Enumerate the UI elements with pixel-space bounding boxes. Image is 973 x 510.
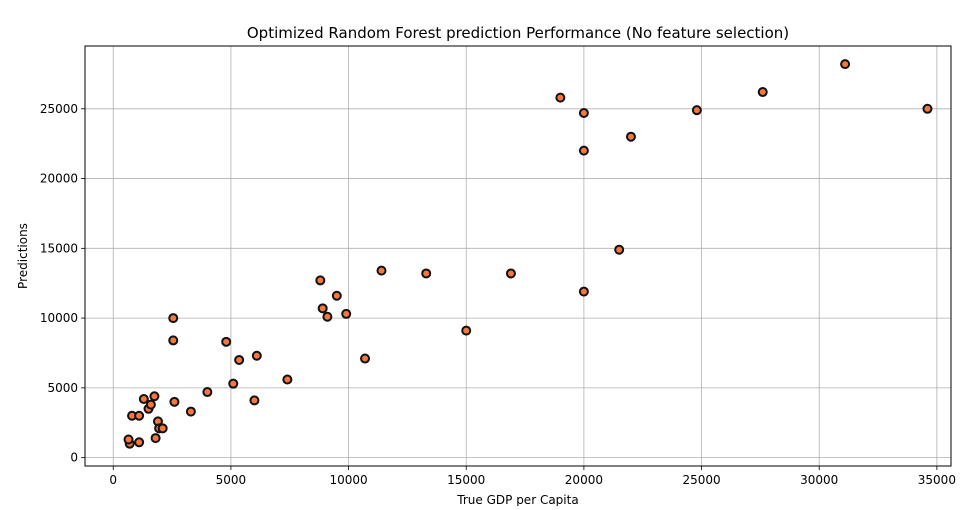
scatter-point — [578, 107, 589, 118]
scatter-point — [691, 105, 702, 116]
scatter-point — [149, 391, 160, 402]
scatter-point — [138, 394, 149, 405]
scatter-point — [578, 145, 589, 156]
x-tick-label: 15000 — [447, 473, 485, 487]
scatter-point — [134, 437, 145, 448]
scatter-point — [461, 325, 472, 336]
points-layer — [123, 59, 933, 449]
plot-frame — [84, 45, 952, 467]
scatter-point — [150, 433, 161, 444]
scatter-point — [555, 92, 566, 103]
x-tick-label: 0 — [109, 473, 117, 487]
scatter-point — [331, 290, 342, 301]
x-tick-label: 25000 — [682, 473, 720, 487]
scatter-point — [840, 59, 851, 70]
scatter-point — [168, 313, 179, 324]
scatter-point — [134, 410, 145, 421]
scatter-point — [169, 396, 180, 407]
scatter-point — [234, 354, 245, 365]
grid-layer — [85, 46, 951, 466]
scatter-point — [221, 336, 232, 347]
scatter-point — [322, 311, 333, 322]
scatter-point — [249, 395, 260, 406]
scatter-point — [282, 374, 293, 385]
x-tick-label: 30000 — [800, 473, 838, 487]
x-tick-label: 35000 — [918, 473, 956, 487]
y-tick-label: 10000 — [40, 311, 78, 325]
y-tick-label: 20000 — [40, 172, 78, 186]
scatter-point — [315, 275, 326, 286]
chart-title: Optimized Random Forest prediction Perfo… — [247, 24, 789, 42]
y-tick-label: 15000 — [40, 241, 78, 255]
scatter-point — [505, 268, 516, 279]
scatter-point — [123, 434, 134, 445]
y-tick-label: 5000 — [47, 381, 78, 395]
scatter-point — [757, 87, 768, 98]
scatter-point — [185, 406, 196, 417]
scatter-point — [202, 387, 213, 398]
scatter-point — [168, 335, 179, 346]
scatter-point — [421, 268, 432, 279]
scatter-point — [157, 423, 168, 434]
scatter-point — [251, 350, 262, 361]
scatter-point — [145, 399, 156, 410]
x-tick-label: 10000 — [329, 473, 367, 487]
x-tick-label: 5000 — [216, 473, 247, 487]
x-axis-ticks: 0 5000 10000 15000 20000 25000 30000 35000 — [109, 466, 956, 487]
y-axis-label: Predictions — [16, 223, 30, 289]
y-tick-label: 0 — [70, 451, 78, 465]
scatter-point — [578, 286, 589, 297]
scatter-point — [317, 303, 328, 314]
x-axis-label: True GDP per Capita — [456, 493, 578, 506]
y-axis-ticks: 0 5000 10000 15000 20000 25000 — [40, 102, 85, 465]
x-tick-label: 20000 — [565, 473, 603, 487]
scatter-point — [376, 265, 387, 276]
scatter-point — [625, 131, 636, 142]
scatter-point — [341, 308, 352, 319]
scatter-point — [228, 378, 239, 389]
scatter-point — [922, 103, 933, 114]
scatter-point — [360, 353, 371, 364]
scatter-point — [614, 244, 625, 255]
y-tick-label: 25000 — [40, 102, 78, 116]
